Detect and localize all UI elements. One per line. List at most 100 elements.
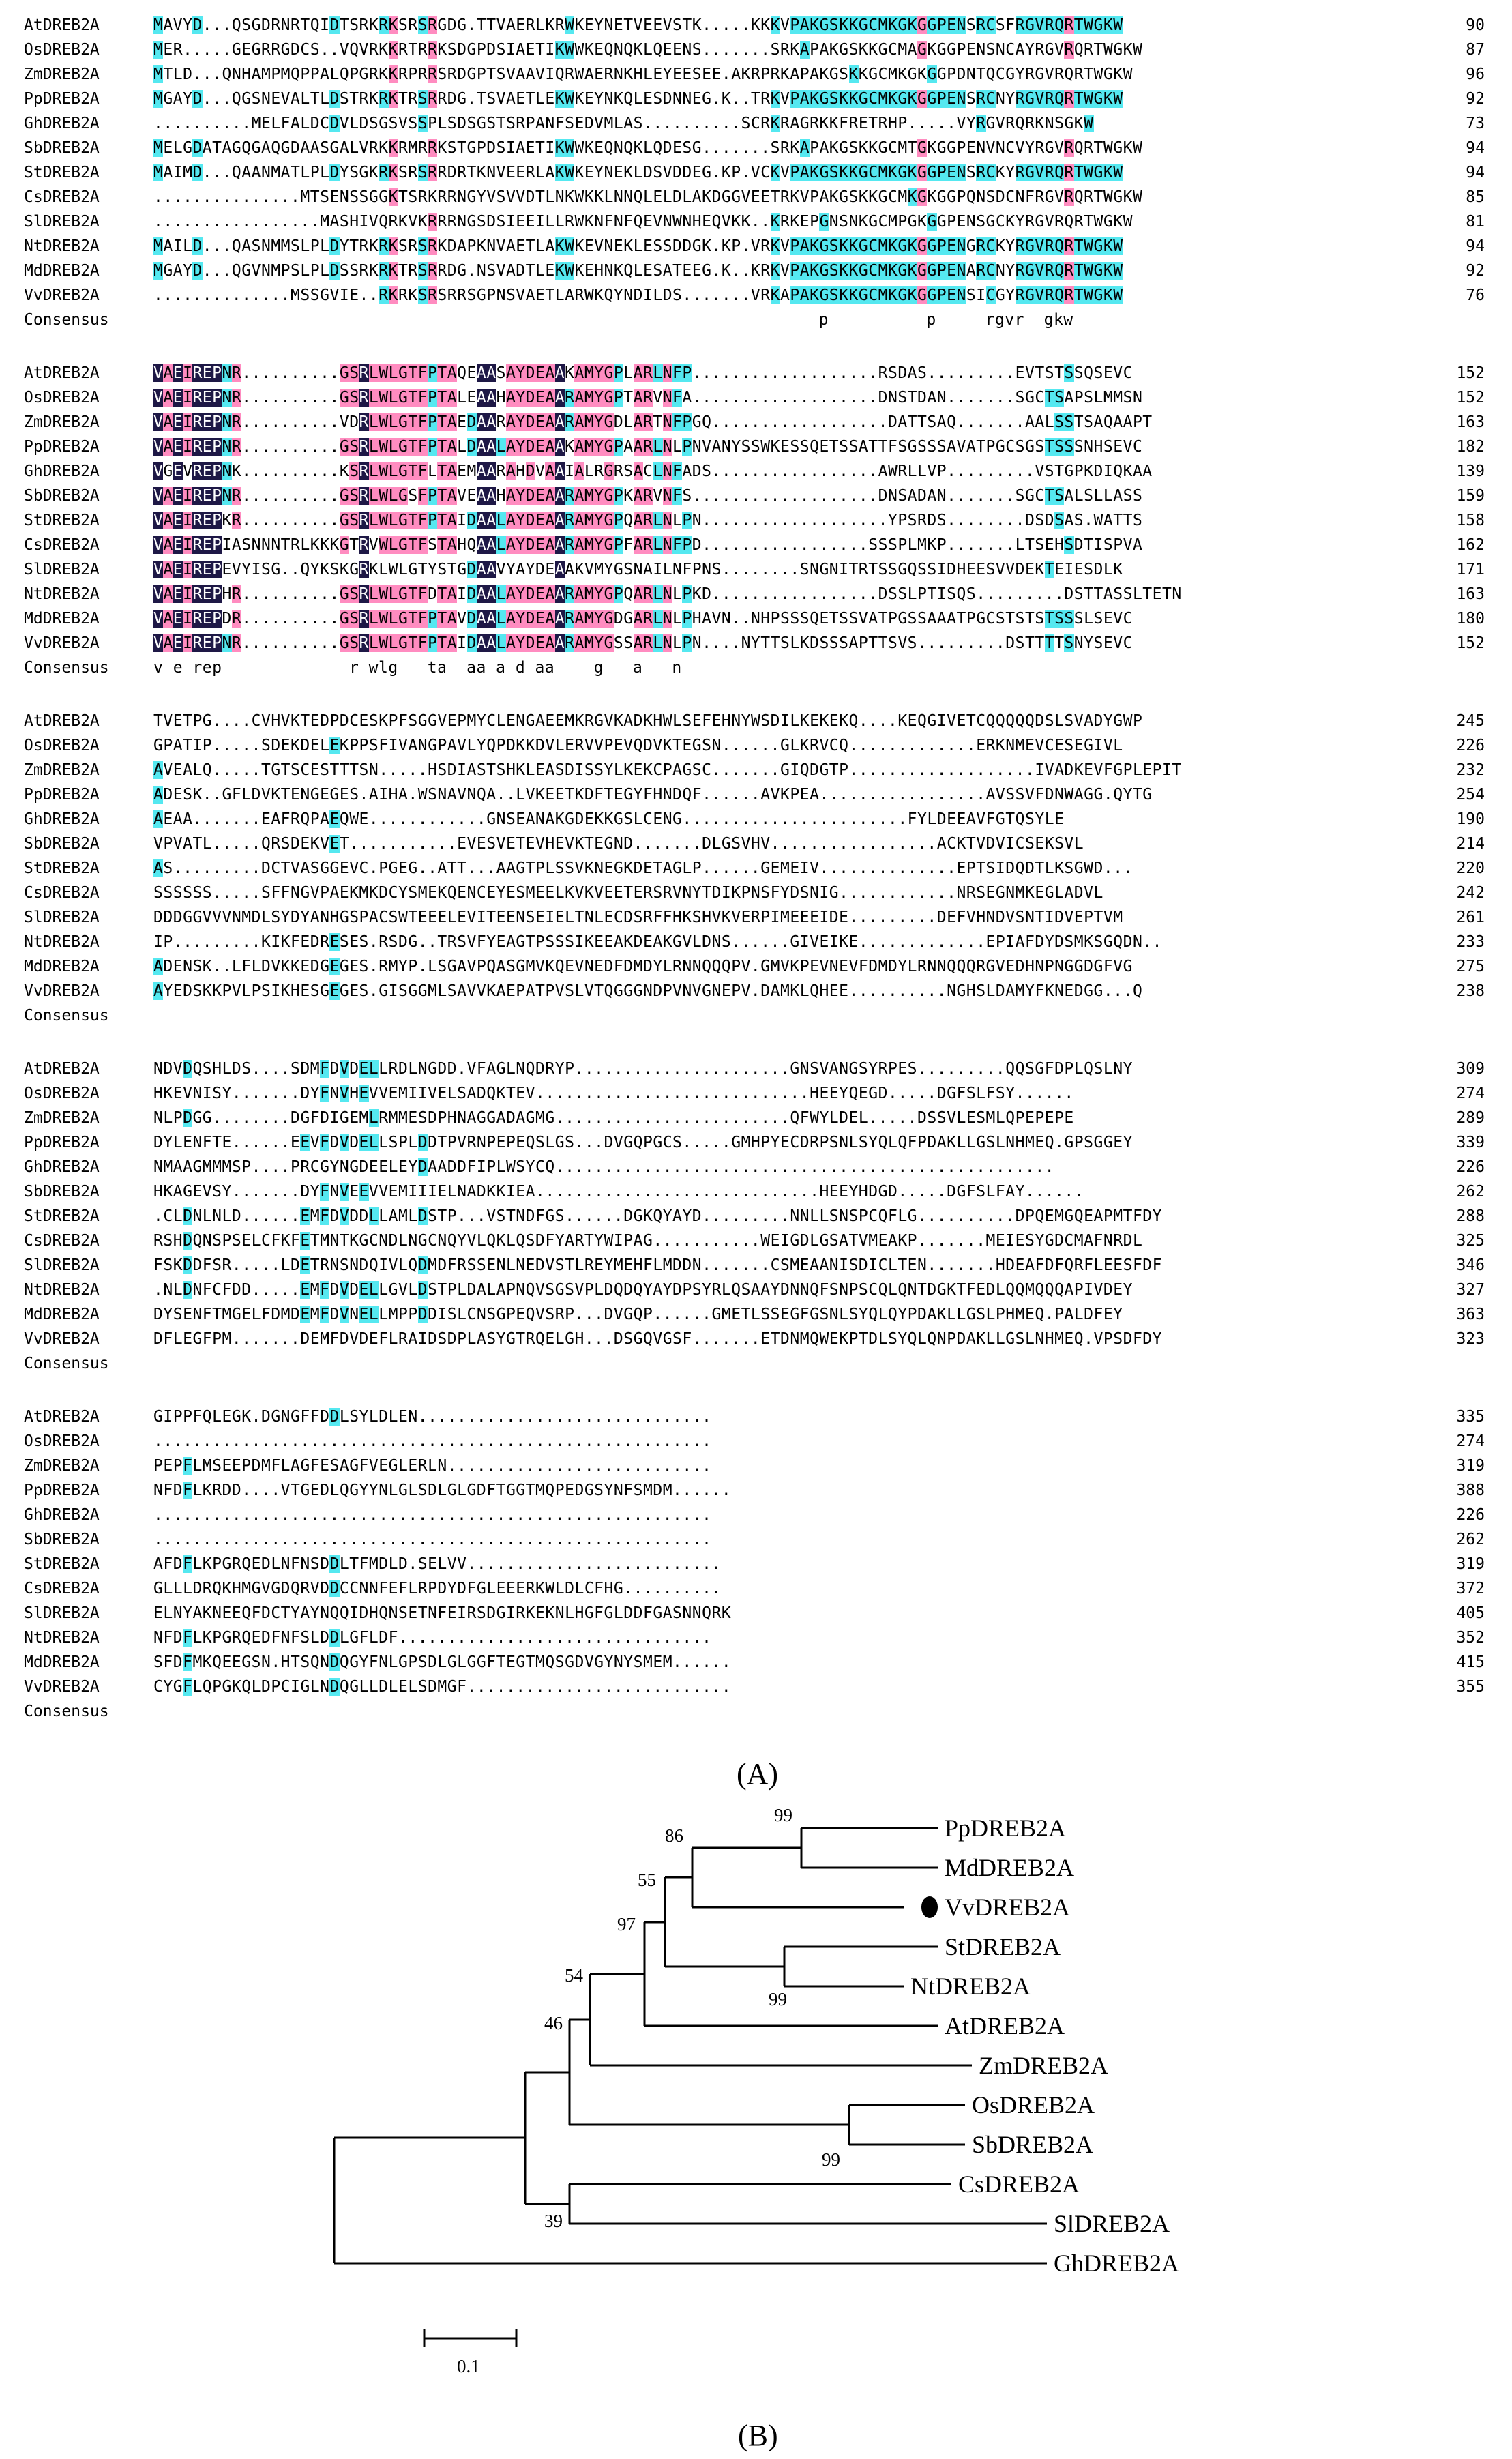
sequence-name: PpDREB2A — [24, 90, 100, 108]
sequence-residues: VAEIREPNR..........GSRLWLGTFPTAQEAASAYDE… — [153, 364, 1133, 382]
sequence-residues: ........................................… — [153, 1506, 712, 1524]
sequence-name: StDREB2A — [24, 1555, 100, 1573]
consensus-row: Consensus — [0, 1700, 1512, 1723]
residue-count: 92 — [1466, 90, 1485, 108]
sequence-residues: AS.........DCTVASGGEVC.PGEG..ATT...AAGTP… — [153, 859, 1133, 877]
sequence-name: SbDREB2A — [24, 139, 100, 157]
alignment-row: MdDREB2A SFDFMKQEEGSN.HTSQNDQGYFNLGPSDLGL… — [0, 1651, 1512, 1674]
sequence-name: SlDREB2A — [24, 1604, 100, 1622]
leaf-label: OsDREB2A — [972, 2091, 1095, 2119]
residue-count: 85 — [1466, 188, 1485, 206]
sequence-residues: VAEIREPNR..........VDRLWLGTFPTAEDAARAYDE… — [153, 413, 1153, 431]
alignment-row: SlDREB2A .................MASHIVQRKVKRRRN… — [0, 210, 1512, 233]
sequence-name: GhDREB2A — [24, 462, 100, 480]
alignment-row: CsDREB2A SSSSSS.....SFFNGVPAEKMKDCYSMEKQE… — [0, 881, 1512, 904]
sequence-residues: VAEIREPHR..........GSRLWLGTFDTAIDAALAYDE… — [153, 585, 1182, 603]
sequence-name: StDREB2A — [24, 1207, 100, 1225]
sequence-residues: GLLLDRQKHMGVGDQRVDDCCNNFEFLRPDYDFGLEEERK… — [153, 1580, 722, 1597]
bootstrap-value: 86 — [665, 1825, 683, 1846]
sequence-name: AtDREB2A — [24, 1060, 100, 1078]
sequence-residues: ADESK..GFLDVKTENGEGES.AIHA.WSNAVNQA..LVK… — [153, 786, 1153, 804]
residue-count: 274 — [1456, 1432, 1485, 1450]
alignment-row: ZmDREB2A VAEIREPNR..........VDRLWLGTFPTAE… — [0, 411, 1512, 434]
residue-count: 289 — [1456, 1109, 1485, 1127]
sequence-residues: NFDFLKRDD....VTGEDLQGYYNLGLSDLGLGDFTGGTM… — [153, 1482, 732, 1499]
sequence-residues: MAIMD...QAANMATLPLDYSGKRKSRSRRDRTKNVEERL… — [153, 164, 1123, 181]
residue-count: 152 — [1456, 389, 1485, 407]
sequence-residues: RSHDQNSPSELCFKFETMNTKGCNDLNGCNQYVLQKLQSD… — [153, 1232, 1143, 1250]
alignment-row: ZmDREB2A MTLD...QNHAMPMQPPALQPGRKKRPRRSRD… — [0, 63, 1512, 86]
sequence-name: AtDREB2A — [24, 364, 100, 382]
sequence-residues: VAEIREPNR..........GSRLWLGTFPTALEAAHAYDE… — [153, 389, 1143, 407]
alignment-row: GhDREB2A VGEVREPNK..........KSRLWLGTFLTAE… — [0, 460, 1512, 483]
bootstrap-value: 99 — [769, 1989, 787, 2009]
residue-count: 171 — [1456, 561, 1485, 578]
sequence-name: PpDREB2A — [24, 1482, 100, 1499]
sequence-residues: MAILD...QASNMMSLPLDYTRKRKSRSRKDAPKNVAETL… — [153, 237, 1123, 255]
alignment-row: OsDREB2A MER.....GEGRRGDCS..VQVRKKRTRRKSD… — [0, 38, 1512, 61]
scale-bar-label: 0.1 — [457, 2356, 480, 2376]
sequence-residues: SFDFMKQEEGSN.HTSQNDQGYFNLGPSDLGLGGFTEGTM… — [153, 1653, 732, 1671]
sequence-name: NtDREB2A — [24, 237, 100, 255]
sequence-name: VvDREB2A — [24, 1678, 100, 1696]
sequence-name: ZmDREB2A — [24, 65, 100, 83]
residue-count: 182 — [1456, 438, 1485, 456]
residue-count: 238 — [1456, 982, 1485, 1000]
sequence-name: GhDREB2A — [24, 810, 100, 828]
residue-count: 87 — [1466, 41, 1485, 59]
sequence-residues: VAEIREPNR..........GSRLWLGSFPTAVEAAHAYDE… — [153, 487, 1143, 505]
consensus-label: Consensus — [24, 1355, 109, 1372]
sequence-name: SlDREB2A — [24, 561, 100, 578]
residue-count: 81 — [1466, 213, 1485, 231]
consensus-row: Consensus — [0, 1004, 1512, 1027]
sequence-name: VvDREB2A — [24, 1330, 100, 1348]
marker-dot — [921, 1896, 938, 1918]
sequence-residues: NFDFLKPGRQEDFNFSLDDLGFLDF...............… — [153, 1629, 712, 1647]
residue-count: 139 — [1456, 462, 1485, 480]
tree-branches — [333, 1827, 1047, 2347]
sequence-residues: NLPDGG........DGFDIGEMLRMMESDPHNAGGADAGM… — [153, 1109, 1074, 1127]
sequence-name: VvDREB2A — [24, 982, 100, 1000]
alignment-row: GhDREB2A ..........MELFALDCDVLDSGSVSSPLSD… — [0, 112, 1512, 135]
consensus-row: Consensus v e rep r wlg ta aa a d aa g a … — [0, 656, 1512, 679]
sequence-residues: SSSSSS.....SFFNGVPAEKMKDCYSMEKQENCEYESME… — [153, 884, 1103, 902]
residue-count: 94 — [1466, 139, 1485, 157]
alignment-row: NtDREB2A NFDFLKPGRQEDFNFSLDDLGFLDF.......… — [0, 1626, 1512, 1649]
sequence-name: MdDREB2A — [24, 610, 100, 628]
sequence-residues: AEAA.......EAFRQPAEQWE............GNSEAN… — [153, 810, 1065, 828]
sequence-residues: .NLDNFCFDD.....EMFDVDELLGVLDSTPLDALAPNQV… — [153, 1281, 1133, 1299]
residue-count: 214 — [1456, 835, 1485, 853]
alignment-row: SlDREB2A ELNYAKNEEQFDCTYAYNQQIDHQNSETNFEI… — [0, 1602, 1512, 1625]
sequence-residues: FSKDDFSR.....LDETRNSNDQIVLQDMDFRSSENLNED… — [153, 1256, 1163, 1274]
sequence-residues: ELNYAKNEEQFDCTYAYNQQIDHQNSETNFEIRSDGIRKE… — [153, 1604, 732, 1622]
sequence-residues: AFDFLKPGRQEDLNFNSDDLTFMDLD.SELVV........… — [153, 1555, 722, 1573]
sequence-name: VvDREB2A — [24, 286, 100, 304]
alignment-row: SbDREB2A HKAGEVSY.......DYFNVEEVVEMIIIELN… — [0, 1180, 1512, 1203]
residue-count: 319 — [1456, 1457, 1485, 1475]
sequence-residues: VAEIREPDR..........GSRLWLGTFPTAVDAALAYDE… — [153, 610, 1133, 628]
leaf-label: CsDREB2A — [958, 2170, 1080, 2198]
alignment-row: CsDREB2A ...............MTSENSSGGKTSRKRRN… — [0, 186, 1512, 209]
alignment-row: CsDREB2A VAEIREPIASNNNTRLKKKGTRVWLGTFSTAH… — [0, 533, 1512, 557]
consensus-label: Consensus — [24, 1007, 109, 1025]
residue-count: 405 — [1456, 1604, 1485, 1622]
residue-count: 363 — [1456, 1306, 1485, 1323]
sequence-residues: MER.....GEGRRGDCS..VQVRKKRTRRKSDGPDSIAET… — [153, 41, 1143, 59]
sequence-name: SbDREB2A — [24, 1531, 100, 1548]
bootstrap-value: 46 — [544, 2013, 563, 2033]
consensus-label: Consensus — [24, 1703, 109, 1720]
residue-count: 245 — [1456, 712, 1485, 730]
bootstrap-value: 99 — [774, 1805, 792, 1825]
alignment-row: CsDREB2A GLLLDRQKHMGVGDQRVDDCCNNFEFLRPDYD… — [0, 1577, 1512, 1600]
sequence-name: StDREB2A — [24, 512, 100, 529]
alignment-row: StDREB2A AFDFLKPGRQEDLNFNSDDLTFMDLD.SELVV… — [0, 1552, 1512, 1576]
sequence-name: OsDREB2A — [24, 737, 100, 754]
residue-count: 262 — [1456, 1183, 1485, 1201]
alignment-row: OsDREB2A................................… — [0, 1430, 1512, 1453]
sequence-residues: HKEVNISY.......DYFNVHEVVEMIIVELSADQKTEV.… — [153, 1085, 1074, 1102]
alignment-row: OsDREB2A GPATIP.....SDEKDELEKPPSFIVANGPAV… — [0, 734, 1512, 757]
alignment-row: SbDREB2A MELGDATAGQGAQGDAASGALVRKKRMRRKST… — [0, 136, 1512, 160]
alignment-row: VvDREB2A CYGFLQPGKQLDPCIGLNDQGLLDLELSDMGF… — [0, 1675, 1512, 1698]
alignment-row: VvDREB2A DFLEGFPM.......DEMFDVDEFLRAIDSDP… — [0, 1327, 1512, 1351]
sequence-name: CsDREB2A — [24, 536, 100, 554]
